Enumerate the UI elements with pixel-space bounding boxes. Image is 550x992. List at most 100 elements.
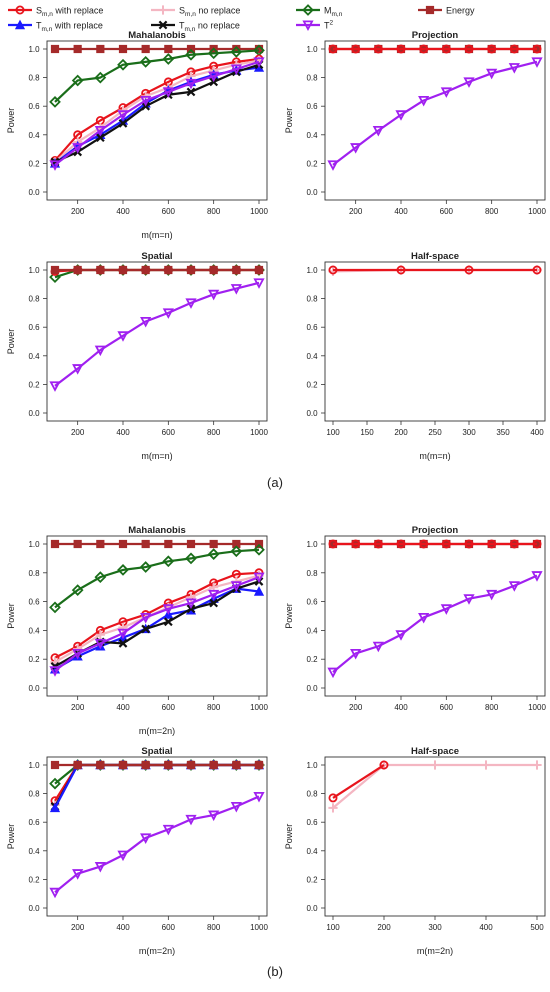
x-tick-label: 350 — [496, 428, 510, 437]
data-point — [141, 44, 150, 54]
x-tick-label: 800 — [207, 428, 221, 437]
data-point — [328, 539, 338, 549]
data-point — [328, 44, 338, 54]
data-point — [253, 543, 265, 556]
data-point — [464, 44, 474, 54]
data-point — [207, 548, 220, 560]
x-tick-label: 200 — [71, 703, 85, 712]
x-tick-label: 400 — [116, 703, 130, 712]
data-point — [164, 44, 173, 54]
legend-label: Energy — [446, 6, 475, 16]
data-point — [232, 760, 241, 770]
x-tick-label: 200 — [71, 207, 85, 216]
series-energy — [50, 760, 264, 770]
x-tick-label: 500 — [530, 923, 544, 932]
data-point — [508, 581, 520, 592]
data-point — [164, 265, 173, 275]
data-point — [350, 648, 362, 660]
figure-label-b: (b) — [267, 964, 283, 979]
legend-marker — [302, 4, 314, 16]
x-axis-label: m(m=2n) — [139, 726, 175, 736]
data-point — [372, 126, 384, 137]
y-tick-label: 1.0 — [306, 540, 318, 549]
y-tick-label: 0.6 — [306, 818, 318, 827]
x-tick-label: 400 — [394, 703, 408, 712]
data-point — [531, 571, 543, 582]
y-tick-label: 1.0 — [28, 266, 40, 275]
x-axis-label: m(m=n) — [141, 451, 172, 461]
data-point — [185, 814, 197, 826]
series-line — [54, 281, 260, 387]
y-tick-label: 0.6 — [28, 598, 40, 607]
y-tick-label: 0.0 — [306, 409, 318, 418]
legend: Sm,n with replace Sm,n no replace Mm,n Ener… — [8, 4, 475, 34]
data-point — [118, 539, 128, 549]
data-point — [141, 539, 150, 549]
data-point — [139, 55, 152, 68]
series-line — [54, 763, 259, 809]
y-tick-label: 0.2 — [306, 380, 318, 389]
data-point — [418, 612, 430, 624]
data-point — [396, 539, 406, 549]
y-axis-label: Power — [284, 108, 294, 134]
data-point — [96, 760, 105, 770]
y-tick-label: 0.2 — [306, 875, 318, 884]
data-point — [418, 95, 430, 107]
data-point — [185, 48, 197, 61]
legend-marker — [15, 5, 25, 15]
x-tick-label: 200 — [349, 703, 363, 712]
x-tick-label: 800 — [207, 207, 221, 216]
y-tick-label: 0.0 — [28, 904, 40, 913]
panel-a-projection: Projection 0.0 0.2 0.4 0.6 0.8 1.0 200 400 600 800… — [284, 30, 546, 216]
data-point — [140, 612, 152, 624]
legend-marker — [158, 5, 168, 15]
x-tick-label: 600 — [162, 428, 176, 437]
data-point — [73, 44, 82, 54]
x-tick-label: 400 — [116, 923, 130, 932]
panel-b-mahalanobis: Mahalanobis 0.0 0.2 0.4 0.6 0.8 1.0 200 400 600 80… — [6, 525, 268, 736]
x-tick-label: 300 — [462, 428, 476, 437]
data-point — [73, 539, 82, 549]
data-point — [464, 265, 474, 275]
data-point — [117, 628, 129, 640]
data-point — [419, 539, 429, 549]
data-point — [73, 265, 82, 275]
data-point — [141, 760, 150, 770]
data-point — [253, 791, 265, 803]
data-point — [185, 598, 197, 610]
x-tick-label: 800 — [207, 703, 221, 712]
y-axis-label: Power — [6, 824, 16, 850]
data-point — [96, 44, 105, 54]
legend-label: Tm,n with replace — [36, 21, 103, 34]
series-line — [54, 571, 260, 659]
data-point — [141, 624, 151, 634]
data-point — [209, 539, 218, 549]
y-tick-label: 0.4 — [306, 131, 318, 140]
series-s_norep — [328, 760, 542, 813]
data-point — [186, 87, 196, 97]
data-point — [509, 44, 519, 54]
series-s_rep — [328, 539, 542, 549]
panel-a-half-space: Half-space 0.0 0.2 0.4 0.6 0.8 1.0 100 150 200 250… — [306, 251, 546, 461]
y-tick-label: 0.6 — [28, 102, 40, 111]
y-tick-label: 0.8 — [28, 569, 40, 578]
x-tick-label: 100 — [326, 428, 340, 437]
series-line — [332, 763, 537, 809]
plot-frame — [46, 40, 268, 201]
y-tick-label: 0.8 — [28, 74, 40, 83]
data-point — [395, 630, 407, 641]
x-tick-label: 200 — [71, 428, 85, 437]
y-tick-label: 0.6 — [28, 818, 40, 827]
panel-a-mahalanobis: Mahalanobis 0.0 0.2 0.4 0.6 0.8 1.0 200 400 600 80… — [6, 30, 268, 240]
data-point — [164, 539, 173, 549]
data-point — [72, 648, 84, 660]
y-tick-label: 0.0 — [306, 904, 318, 913]
y-tick-label: 0.0 — [28, 188, 40, 197]
x-tick-label: 1000 — [250, 207, 268, 216]
data-point — [71, 584, 84, 596]
legend-label: Mm,n — [324, 6, 343, 19]
series-line — [54, 49, 260, 103]
data-point — [230, 545, 243, 558]
data-point — [186, 592, 196, 602]
x-tick-label: 100 — [326, 923, 340, 932]
